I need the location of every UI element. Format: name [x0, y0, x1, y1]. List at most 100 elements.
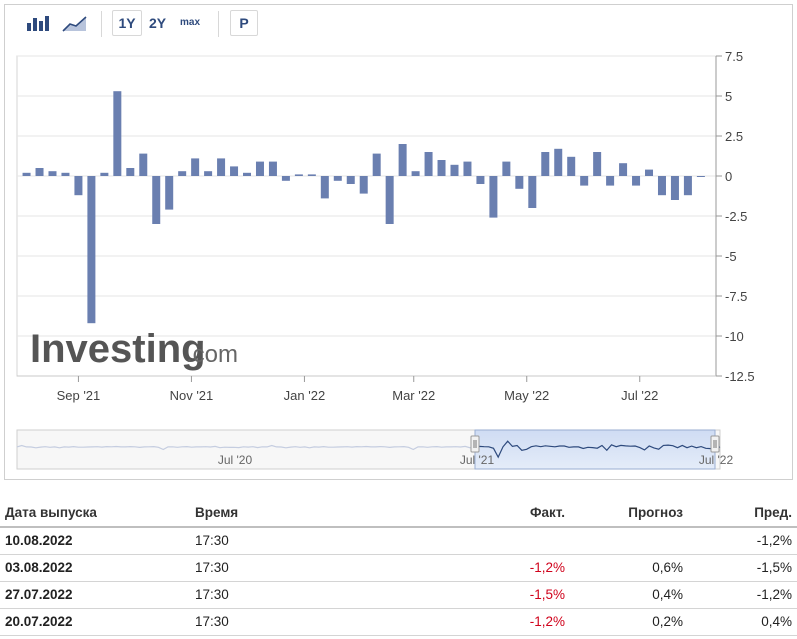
bar: [23, 173, 31, 176]
bar: [567, 157, 575, 176]
y-tick-label: 5: [725, 89, 732, 104]
bar: [515, 176, 523, 189]
row-actual: [390, 527, 570, 554]
col-release-date[interactable]: Дата выпуска: [0, 498, 190, 527]
row-previous: -1,5%: [688, 554, 797, 581]
bar: [139, 154, 147, 176]
x-tick-label: Jan '22: [284, 388, 326, 403]
bar: [373, 154, 381, 176]
bar: [606, 176, 614, 186]
investing-watermark: Investing .com: [30, 327, 238, 371]
bar: [386, 176, 394, 224]
y-tick-label: -7.5: [725, 289, 747, 304]
bar: [684, 176, 692, 195]
x-tick-label: Mar '22: [392, 388, 435, 403]
bar: [645, 170, 653, 176]
bar: [425, 152, 433, 176]
navigator-handle[interactable]: [711, 436, 719, 452]
bar: [113, 91, 121, 176]
table-row: 27.07.2022 17:30 -1,5% 0,4% -1,2%: [0, 581, 797, 608]
bar: [580, 176, 588, 186]
bar: [463, 162, 471, 176]
table-row: 03.08.2022 17:30 -1,2% 0,6% -1,5%: [0, 554, 797, 581]
bar: [74, 176, 82, 195]
bar: [541, 152, 549, 176]
bar: [360, 176, 368, 194]
y-tick-label: -10: [725, 329, 744, 344]
row-time: 17:30: [190, 608, 390, 635]
bar: [502, 162, 510, 176]
bar: [593, 152, 601, 176]
row-date: 27.07.2022: [0, 581, 190, 608]
row-actual: -1,2%: [390, 554, 570, 581]
x-tick-label: Nov '21: [170, 388, 214, 403]
bar: [178, 171, 186, 176]
bar: [191, 158, 199, 176]
bar: [126, 168, 134, 176]
bar: [165, 176, 173, 210]
bar: [243, 173, 251, 176]
bar: [282, 176, 290, 181]
navigator-handle[interactable]: [471, 436, 479, 452]
y-tick-label: 2.5: [725, 129, 743, 144]
bar: [671, 176, 679, 200]
y-tick-label: -12.5: [725, 369, 755, 384]
navigator-label: Jul '22: [699, 453, 734, 467]
bar: [308, 174, 316, 176]
bar: [697, 176, 705, 177]
table-row: 10.08.2022 17:30 -1,2%: [0, 527, 797, 554]
bar: [36, 168, 44, 176]
col-actual[interactable]: Факт.: [390, 498, 570, 527]
row-time: 17:30: [190, 527, 390, 554]
x-tick-label: May '22: [504, 388, 549, 403]
table-row: 20.07.2022 17:30 -1,2% 0,2% 0,4%: [0, 608, 797, 635]
row-actual: -1,2%: [390, 608, 570, 635]
bar: [61, 173, 69, 176]
bar: [87, 176, 95, 323]
row-previous: 0,4%: [688, 608, 797, 635]
row-date: 03.08.2022: [0, 554, 190, 581]
range-navigator[interactable]: Jul '20 Jul '21 Jul '22: [17, 430, 733, 469]
col-forecast[interactable]: Прогноз: [570, 498, 688, 527]
x-tick-label: Sep '21: [57, 388, 101, 403]
table-header-row: Дата выпуска Время Факт. Прогноз Пред.: [0, 498, 797, 527]
col-time[interactable]: Время: [190, 498, 390, 527]
row-forecast: 0,6%: [570, 554, 688, 581]
bar: [48, 171, 56, 176]
y-tick-label: -2.5: [725, 209, 747, 224]
bar: [152, 176, 160, 224]
col-previous[interactable]: Пред.: [688, 498, 797, 527]
bar: [528, 176, 536, 208]
bar: [476, 176, 484, 184]
bar: [204, 171, 212, 176]
bar: [256, 162, 264, 176]
row-forecast: [570, 527, 688, 554]
row-previous: -1,2%: [688, 527, 797, 554]
y-tick-label: -5: [725, 249, 737, 264]
row-time: 17:30: [190, 554, 390, 581]
row-forecast: 0,2%: [570, 608, 688, 635]
row-time: 17:30: [190, 581, 390, 608]
bar: [321, 176, 329, 198]
x-tick-label: Jul '22: [621, 388, 658, 403]
bar: [412, 171, 420, 176]
bar: [619, 163, 627, 176]
y-tick-label: 7.5: [725, 49, 743, 64]
bar: [295, 174, 303, 176]
row-actual: -1,5%: [390, 581, 570, 608]
watermark-suffix: .com: [186, 341, 238, 368]
navigator-selection: [475, 430, 715, 469]
navigator-label: Jul '21: [460, 453, 495, 467]
y-tick-label: 0: [725, 169, 732, 184]
bar: [347, 176, 355, 184]
row-date: 20.07.2022: [0, 608, 190, 635]
bar: [269, 162, 277, 176]
history-table: Дата выпуска Время Факт. Прогноз Пред. 1…: [0, 498, 797, 636]
bar: [438, 160, 446, 176]
bar: [554, 149, 562, 176]
watermark-main: Investing: [30, 327, 206, 371]
row-previous: -1,2%: [688, 581, 797, 608]
bar: [632, 176, 640, 186]
bar: [334, 176, 342, 181]
row-forecast: 0,4%: [570, 581, 688, 608]
